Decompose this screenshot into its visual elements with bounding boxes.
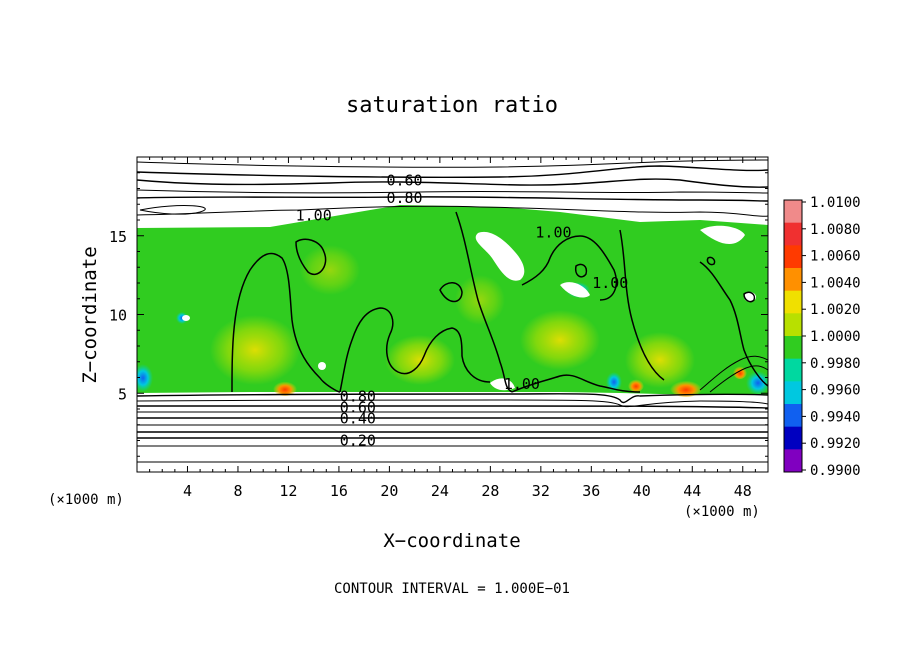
dry-region [560, 282, 590, 298]
dry-region [700, 225, 745, 245]
hot-spot [733, 365, 747, 379]
dry-region [182, 315, 190, 321]
y-tick-label: 5 [118, 385, 127, 403]
x-tick-label: 12 [279, 482, 297, 500]
hot-spot [670, 379, 702, 397]
x-tick-label: 20 [380, 482, 398, 500]
contour-lines-interior [231, 211, 768, 393]
warm-patch [300, 245, 360, 295]
colorbar-swatch [784, 381, 802, 405]
colorbar: 1.0100 1.0080 1.0060 1.0040 1.0020 1.0000 0.99… [783, 195, 861, 479]
colorbar-label: 1.0060 [810, 249, 861, 265]
colorbar-swatch [784, 290, 802, 314]
colorbar-swatch [784, 449, 802, 473]
colorbar-swatch [784, 268, 802, 292]
dry-region [318, 362, 326, 370]
warm-patch [625, 332, 695, 388]
colorbar-swatch [784, 200, 802, 224]
contour-label: 1.00 [535, 224, 571, 242]
colorbar-label: 1.0100 [810, 195, 861, 211]
contour-lines-upper [137, 159, 768, 217]
colorbar-label: 0.9900 [810, 463, 861, 479]
colorbar-label: 0.9960 [810, 383, 861, 399]
colorbar-swatch [784, 336, 802, 360]
warm-patch [385, 335, 455, 385]
contour-lines-lower [137, 355, 768, 463]
x-unit-left: (×1000 m) [48, 492, 124, 508]
x-axis-label: X−coordinate [383, 530, 520, 552]
x-tick-label: 48 [734, 482, 752, 500]
contour-label: 0.80 [386, 189, 422, 207]
colorbar-swatch [784, 245, 802, 269]
x-unit-right: (×1000 m) [684, 504, 760, 520]
warm-patch [455, 275, 505, 325]
x-tick-label: 8 [233, 482, 242, 500]
x-tick-label: 16 [330, 482, 348, 500]
colorbar-label: 1.0000 [810, 329, 861, 345]
dry-region [490, 378, 515, 391]
x-tick-label: 36 [582, 482, 600, 500]
y-tick-label: 15 [109, 228, 127, 246]
x-tick-label: 44 [683, 482, 701, 500]
colorbar-label: 0.9940 [810, 409, 861, 425]
x-tick-label: 4 [183, 482, 192, 500]
contour-label: 1.00 [592, 274, 628, 292]
y-axis: 5 10 15 [109, 172, 768, 457]
y-tick-label: 10 [109, 307, 127, 325]
contour-label: 0.80 [340, 387, 376, 405]
contour-label: 0.60 [340, 398, 376, 416]
x-tick-label: 28 [481, 482, 499, 500]
cool-spot [746, 371, 768, 395]
plot-area [137, 159, 768, 463]
colorbar-label: 1.0020 [810, 302, 861, 318]
dry-region [475, 231, 525, 281]
x-tick-label: 40 [633, 482, 651, 500]
colorbar-swatch [784, 313, 802, 337]
x-tick-label: 24 [431, 482, 449, 500]
contour-label: 0.40 [340, 409, 376, 427]
contour-label: 0.20 [340, 432, 376, 450]
colorbar-label: 0.9980 [810, 356, 861, 372]
cool-spot [606, 372, 622, 392]
warm-patch [210, 315, 300, 385]
contour-label: 1.00 [504, 375, 540, 393]
colorbar-label: 1.0040 [810, 275, 861, 291]
y-axis-label: Z−coordinate [79, 246, 101, 383]
cool-spot [137, 364, 153, 392]
contour-label: 0.60 [386, 172, 422, 190]
contour-interval-note: CONTOUR INTERVAL = 1.000E−01 [334, 581, 570, 597]
warm-patch [520, 310, 600, 370]
colorbar-swatch [784, 404, 802, 428]
contour-label: 1.00 [296, 206, 332, 224]
colorbar-label: 1.0080 [810, 222, 861, 238]
x-tick-label: 32 [532, 482, 550, 500]
colorbar-swatch [784, 222, 802, 246]
hot-spot [628, 378, 644, 392]
x-axis: 4 8 12 16 20 24 28 32 36 40 44 48 [149, 157, 756, 500]
contour-labels: 0.600.801.001.001.001.000.800.600.400.20 [296, 172, 629, 450]
hot-spot [273, 380, 297, 396]
chart-title: saturation ratio [346, 93, 558, 118]
colorbar-swatch [784, 358, 802, 382]
colorbar-swatch [784, 426, 802, 450]
colorbar-label: 0.9920 [810, 436, 861, 452]
